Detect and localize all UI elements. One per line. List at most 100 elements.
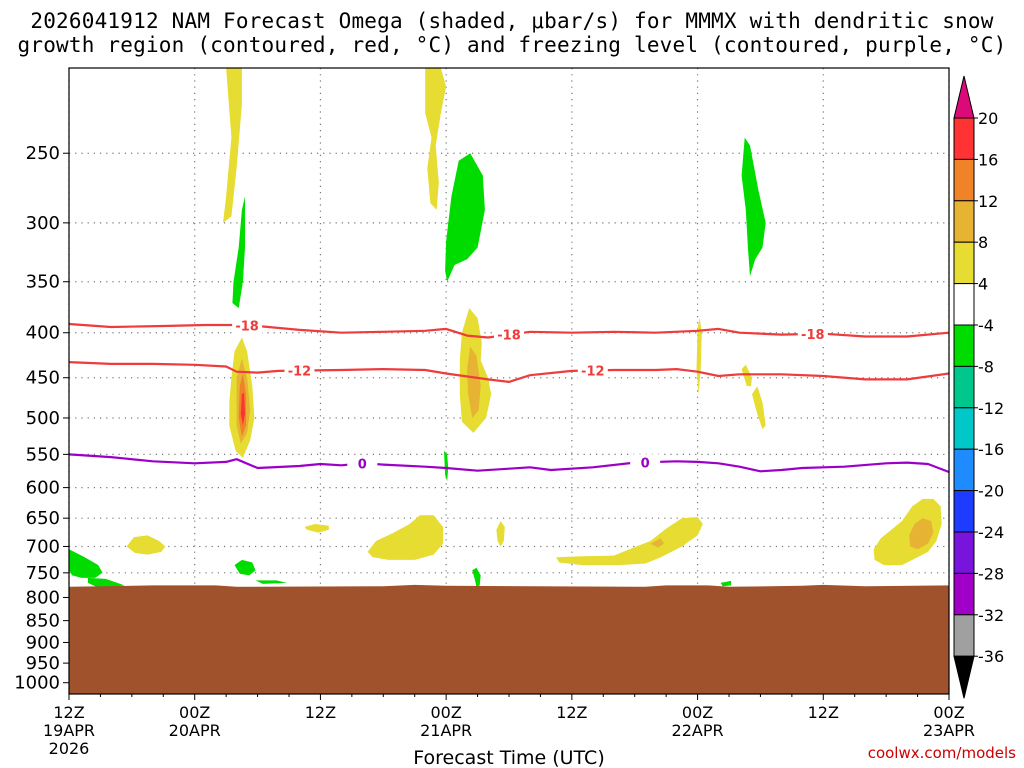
colorbar-label: -12 bbox=[978, 399, 1004, 418]
x-tick-label: 19APR bbox=[43, 721, 95, 740]
contour-label-bg bbox=[232, 317, 263, 334]
colorbar-label: 12 bbox=[978, 192, 998, 211]
omega-shade-region bbox=[650, 538, 664, 548]
colorbar-bottom-arrow bbox=[953, 655, 975, 699]
omega-shade-region bbox=[445, 153, 485, 282]
x-tick-label: 21APR bbox=[420, 721, 472, 740]
x-tick-label: 22APR bbox=[672, 721, 724, 740]
colorbar-label: 4 bbox=[978, 275, 988, 294]
omega-shade-region bbox=[741, 364, 752, 387]
omega-shade-region bbox=[467, 346, 481, 418]
y-tick-label: 650 bbox=[26, 508, 60, 529]
colorbar-label: -20 bbox=[978, 482, 1004, 501]
omega-shade-region bbox=[752, 386, 766, 430]
contour-label-bg bbox=[494, 326, 524, 343]
contour-label-bg bbox=[284, 362, 315, 379]
colorbar-label: -28 bbox=[978, 564, 1004, 583]
colorbar: 20 16 12 8 4 -4 -8 -12 -16 -20 -24 -28 -32 -36 bbox=[953, 75, 1004, 699]
omega-shading bbox=[69, 68, 942, 587]
colorbar-swatch bbox=[953, 324, 975, 367]
omega-shade-region bbox=[232, 196, 245, 309]
omega-shade-region bbox=[741, 137, 766, 277]
contour-line bbox=[69, 361, 949, 383]
omega-shade-region bbox=[720, 580, 732, 587]
y-axis: 2503003504004505005506006507007508008509… bbox=[14, 143, 69, 694]
colorbar-label: -8 bbox=[978, 357, 994, 376]
omega-shade-region bbox=[255, 580, 287, 584]
y-tick-label: 750 bbox=[26, 563, 60, 584]
x-axis-label: Forecast Time (UTC) bbox=[413, 747, 604, 768]
colorbar-label: -36 bbox=[978, 647, 1004, 666]
contour-label-bg bbox=[577, 362, 608, 379]
y-tick-label: 950 bbox=[26, 653, 60, 674]
contour-label: -18 bbox=[497, 329, 521, 344]
omega-shade-region bbox=[873, 498, 942, 566]
y-tick-label: 500 bbox=[26, 408, 60, 429]
omega-shade-region bbox=[472, 567, 481, 587]
x-tick-label: 00Z bbox=[682, 703, 713, 722]
colorbar-label: -16 bbox=[978, 440, 1004, 459]
omega-shade-region bbox=[223, 68, 242, 223]
colorbar-swatch bbox=[953, 407, 975, 450]
colorbar-label: 16 bbox=[978, 150, 998, 169]
chart-title-line-1: 2026041912 NAM Forecast Omega (shaded, μ… bbox=[30, 9, 994, 33]
colorbar-swatch bbox=[953, 614, 975, 657]
contour-label: -18 bbox=[235, 320, 259, 335]
colorbar-swatch bbox=[953, 158, 975, 202]
y-tick-label: 1000 bbox=[14, 673, 60, 694]
terrain-fill bbox=[69, 584, 949, 694]
colorbar-swatch bbox=[953, 490, 975, 533]
omega-shade-region bbox=[444, 450, 449, 482]
contour-label-bg bbox=[797, 325, 828, 342]
x-tick-label: 12Z bbox=[305, 703, 336, 722]
y-tick-label: 700 bbox=[26, 536, 60, 557]
colorbar-label: -4 bbox=[978, 316, 994, 335]
y-tick-label: 600 bbox=[26, 478, 60, 499]
omega-shade-region bbox=[696, 318, 702, 395]
x-tick-label: 12Z bbox=[53, 703, 84, 722]
colorbar-label: 20 bbox=[978, 109, 998, 128]
omega-shade-region bbox=[69, 549, 103, 578]
contour-label: -18 bbox=[801, 328, 825, 343]
colorbar-swatch bbox=[953, 241, 975, 285]
y-tick-label: 550 bbox=[26, 444, 60, 465]
colorbar-swatch bbox=[953, 200, 975, 243]
omega-shade-region bbox=[304, 524, 329, 533]
colorbar-swatch bbox=[953, 531, 975, 574]
x-tick-label: 2026 bbox=[49, 739, 90, 758]
contour-line bbox=[69, 453, 949, 474]
y-tick-label: 400 bbox=[26, 323, 60, 344]
colorbar-top-arrow bbox=[953, 75, 975, 119]
colorbar-swatch bbox=[953, 572, 975, 616]
contour-label-bg bbox=[630, 454, 661, 471]
omega-shade-region bbox=[87, 577, 125, 587]
x-tick-label: 00Z bbox=[933, 703, 964, 722]
omega-shade-region bbox=[496, 521, 505, 547]
x-tick-label: 00Z bbox=[430, 703, 461, 722]
x-tick-label: 20APR bbox=[169, 721, 221, 740]
omega-shade-region bbox=[126, 535, 166, 555]
chart-title-line-2: growth region (contoured, red, °C) and f… bbox=[17, 33, 1007, 57]
y-tick-label: 250 bbox=[26, 143, 60, 164]
x-tick-label: 12Z bbox=[808, 703, 839, 722]
colorbar-label: -24 bbox=[978, 523, 1004, 542]
y-tick-label: 850 bbox=[26, 611, 60, 632]
y-tick-label: 350 bbox=[26, 272, 60, 293]
colorbar-swatch bbox=[953, 365, 975, 409]
y-tick-label: 300 bbox=[26, 213, 60, 234]
omega-shade-region bbox=[425, 68, 447, 210]
contour-label: -12 bbox=[581, 364, 605, 379]
omega-shade-region bbox=[556, 517, 703, 566]
omega-shade-region bbox=[240, 392, 245, 426]
contour-label: 0 bbox=[358, 457, 367, 472]
colorbar-label: 8 bbox=[978, 233, 988, 252]
omega-shade-region bbox=[234, 559, 256, 576]
y-tick-label: 450 bbox=[26, 368, 60, 389]
colorbar-swatch bbox=[953, 283, 975, 326]
x-tick-label: 00Z bbox=[179, 703, 210, 722]
colorbar-label: -32 bbox=[978, 606, 1004, 625]
terrain bbox=[69, 584, 949, 694]
y-tick-label: 900 bbox=[26, 632, 60, 653]
